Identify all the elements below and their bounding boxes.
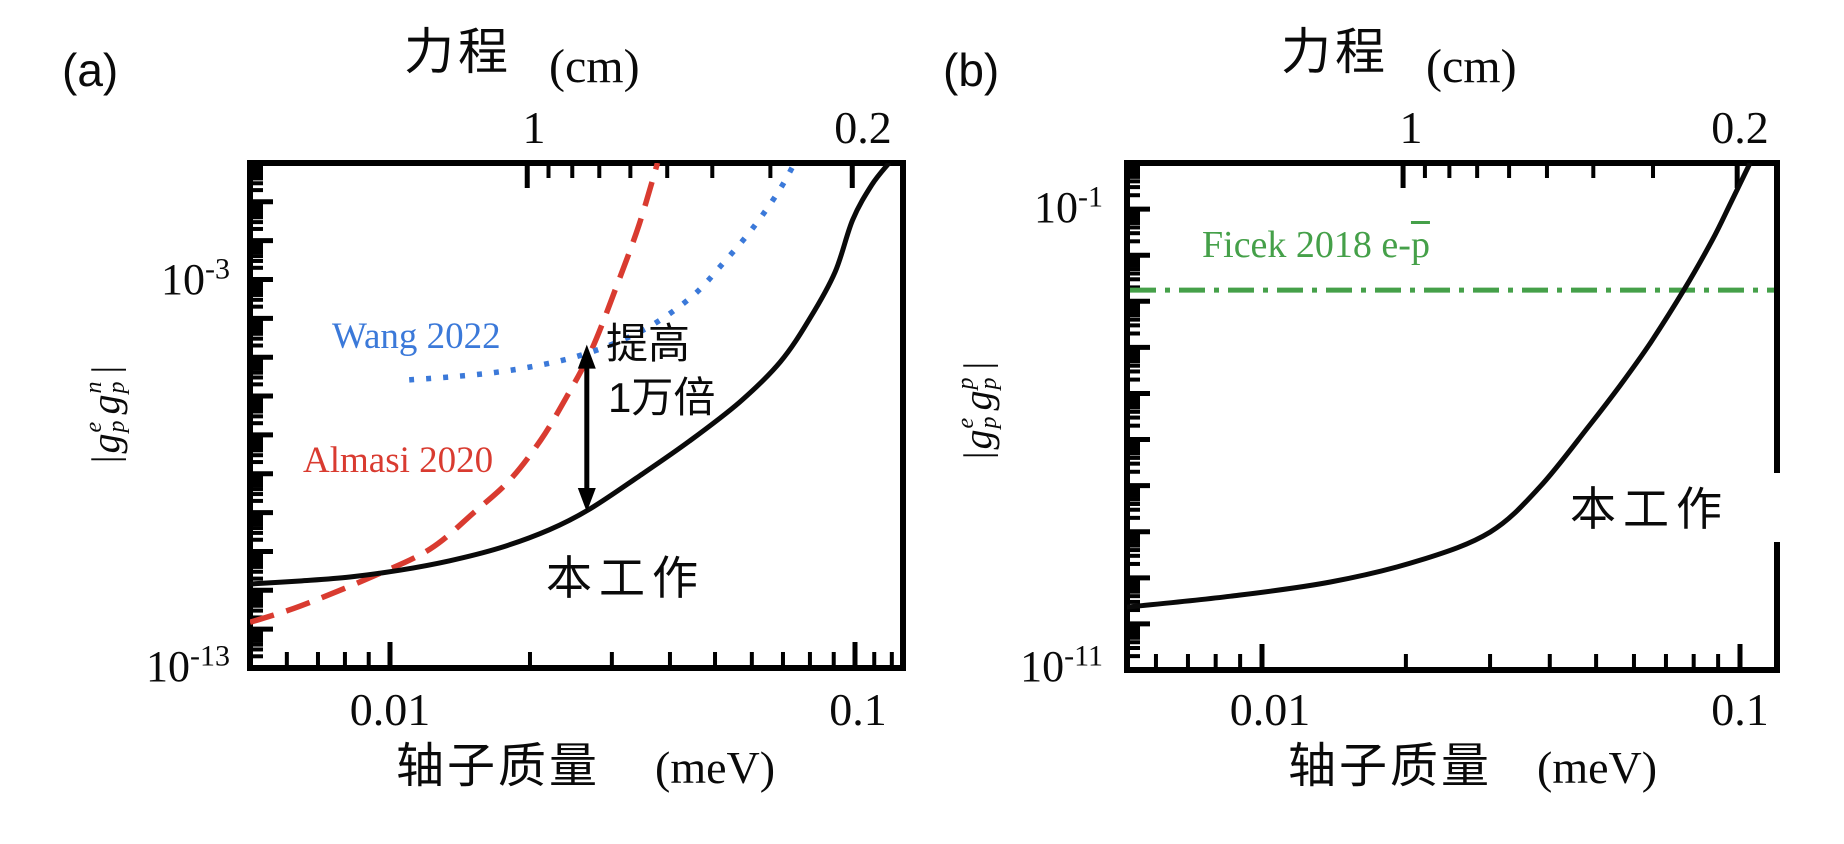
panel-b-xtick-001: 0.01 [1229, 684, 1311, 735]
panel-b-top-axis-unit: (cm) [1426, 40, 1517, 93]
panel-a-xtick-001: 0.01 [349, 684, 431, 735]
panel-a-curve-label-wang-2022: Wang 2022 [332, 316, 501, 357]
panel-a-top-tick-label-1cm: 1 [522, 102, 546, 153]
panel-a-top-tick-label-02cm: 0.2 [834, 102, 892, 153]
panel-a-x-axis-unit: (meV) [655, 742, 776, 793]
panel-a-x-axis-title: 轴子质量 [396, 740, 601, 793]
panel-a-curve-label-this-work: 本工作 [546, 552, 705, 604]
panel-b-curve-label-ficek-2018: Ficek 2018 e-p [1202, 224, 1430, 266]
panel-b-ytick-1e-1: 10-1 [1034, 180, 1103, 232]
panel-b-curve-label-this-work: 本工作 [1570, 483, 1729, 535]
panel-a-top-axis-title: 力程 [404, 24, 512, 80]
panel-b-xtick-01: 0.1 [1711, 684, 1769, 735]
panel-b-x-axis-unit: (meV) [1537, 742, 1658, 793]
panel-b-ytick-1e-11: 10-11 [1020, 639, 1103, 691]
panel-a-top-axis-unit: (cm) [549, 40, 640, 93]
panel-b-top-tick-label-02cm: 0.2 [1711, 102, 1769, 153]
panel-a-curve-label-almasi-2020: Almasi 2020 [303, 440, 494, 481]
panel-a-ytick-1e-3: 10-3 [161, 252, 230, 304]
panel-a-annotation-line1: 提高 [606, 320, 691, 367]
panel-b-tag: (b) [943, 44, 1000, 96]
panel-b-x-axis-title: 轴子质量 [1288, 740, 1493, 793]
panel-a-ytick-1e-13: 10-13 [146, 639, 230, 691]
panel-b-top-tick-label-1cm: 1 [1399, 102, 1423, 153]
panel-b-y-axis-title: | g e p g p p | [953, 361, 1002, 459]
panel-b-top-axis-title: 力程 [1281, 24, 1389, 80]
panel-a-annotation-line2: 1万倍 [608, 374, 716, 421]
panel-a-y-axis-title: | g e p g n p | [81, 365, 130, 463]
panel-a-tag: (a) [62, 44, 119, 96]
panel-a-xtick-01: 0.1 [829, 684, 887, 735]
